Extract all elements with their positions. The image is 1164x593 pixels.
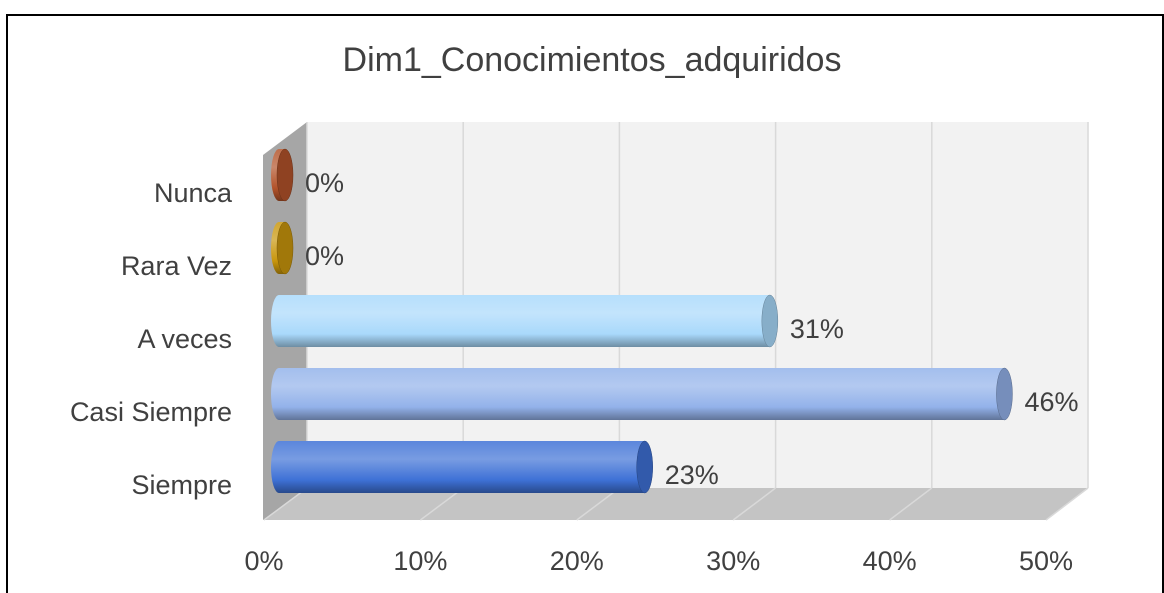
bar-end-cap — [276, 221, 294, 275]
bar-end-cap — [636, 440, 653, 494]
bar-end-cap — [996, 367, 1013, 421]
x-tick-label: 20% — [550, 546, 604, 576]
bar-end-cap — [276, 148, 294, 202]
y-tick-label: A veces — [137, 324, 232, 354]
y-tick-label: Rara Vez — [121, 251, 232, 281]
value-label: 0% — [305, 168, 344, 198]
x-tick-label: 10% — [393, 546, 447, 576]
floor-grid-line — [419, 487, 464, 521]
floor-grid-line — [732, 487, 777, 521]
y-tick-label: Casi Siempre — [70, 397, 232, 427]
value-label: 0% — [305, 241, 344, 271]
floor — [263, 488, 1088, 520]
x-tick-label: 40% — [863, 546, 917, 576]
bar-end-cap — [761, 294, 779, 348]
y-tick-label: Nunca — [154, 178, 233, 208]
x-tick-label: 0% — [244, 546, 283, 576]
floor-grid-line — [1045, 487, 1089, 521]
bar — [271, 441, 645, 493]
floor-grid-line — [889, 487, 933, 521]
floor-grid-line — [263, 487, 308, 521]
value-label: 31% — [790, 314, 844, 344]
x-tick-label: 50% — [1019, 546, 1073, 576]
chart-title: Dim1_Conocimientos_adquiridos — [343, 41, 842, 79]
y-tick-label: Siempre — [131, 470, 232, 500]
value-label: 46% — [1024, 387, 1078, 417]
value-label: 23% — [665, 460, 719, 490]
x-tick-label: 30% — [706, 546, 760, 576]
bar — [271, 368, 1005, 420]
floor-grid-line — [576, 487, 620, 521]
bar — [271, 295, 770, 347]
